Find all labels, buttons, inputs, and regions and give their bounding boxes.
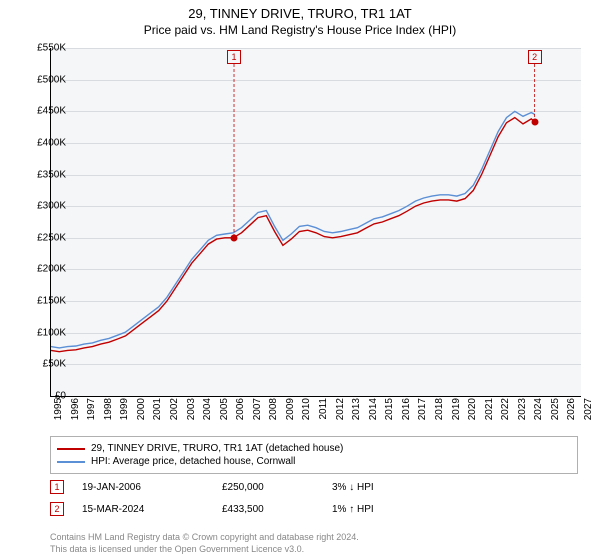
sale-row-2: 2 15-MAR-2024£433,5001% ↑ HPI [50,502,578,516]
x-axis-label: 2013 [351,398,362,428]
x-axis-label: 2026 [566,398,577,428]
series-hpi [51,111,535,348]
sale-marker-1: 1 [227,50,241,64]
x-axis-label: 2024 [533,398,544,428]
x-axis-label: 2015 [384,398,395,428]
x-axis-label: 1998 [103,398,114,428]
x-axis-label: 2027 [583,398,594,428]
x-axis-label: 2005 [219,398,230,428]
x-axis-label: 2012 [335,398,346,428]
legend-item: 29, TINNEY DRIVE, TRURO, TR1 1AT (detach… [57,443,571,454]
chart-container: 29, TINNEY DRIVE, TRURO, TR1 1AT Price p… [0,0,600,560]
x-axis-label: 2006 [235,398,246,428]
y-axis-label: £200K [26,264,66,275]
x-axis-label: 2000 [136,398,147,428]
x-axis-label: 1996 [70,398,81,428]
sale-price: £433,500 [222,504,332,515]
sale-price: £250,000 [222,482,332,493]
x-axis-label: 2007 [252,398,263,428]
x-axis-label: 2021 [484,398,495,428]
x-axis-label: 2025 [550,398,561,428]
y-axis-label: £350K [26,169,66,180]
x-axis-label: 2004 [202,398,213,428]
plot-area: 12 [50,48,581,397]
x-axis-label: 2020 [467,398,478,428]
series-property [51,118,535,352]
y-axis-label: £400K [26,137,66,148]
x-axis-label: 2002 [169,398,180,428]
legend-swatch [57,448,85,450]
x-axis-label: 2019 [451,398,462,428]
x-axis-label: 2011 [318,398,329,428]
x-axis-label: 2008 [268,398,279,428]
x-axis-label: 1999 [119,398,130,428]
x-axis-label: 2022 [500,398,511,428]
sale-marker-2: 2 [528,50,542,64]
footnote-line2: This data is licensed under the Open Gov… [50,544,578,556]
x-axis-label: 2001 [152,398,163,428]
x-axis-label: 2018 [434,398,445,428]
y-axis-label: £300K [26,201,66,212]
sale-date: 19-JAN-2006 [82,482,222,493]
x-axis-label: 1995 [53,398,64,428]
sale-row-marker: 1 [50,480,64,494]
chart-title: 29, TINNEY DRIVE, TRURO, TR1 1AT [0,0,600,21]
x-axis-label: 2016 [401,398,412,428]
y-axis-label: £100K [26,327,66,338]
chart-subtitle: Price paid vs. HM Land Registry's House … [0,21,600,37]
x-axis-label: 1997 [86,398,97,428]
footnote-line1: Contains HM Land Registry data © Crown c… [50,532,578,544]
y-axis-label: £150K [26,296,66,307]
x-axis-label: 2023 [517,398,528,428]
legend-label: 29, TINNEY DRIVE, TRURO, TR1 1AT (detach… [91,443,343,454]
sale-dot-2 [531,118,538,125]
x-axis-label: 2003 [186,398,197,428]
legend-item: HPI: Average price, detached house, Corn… [57,456,571,467]
sale-diff: 1% ↑ HPI [332,504,422,515]
legend: 29, TINNEY DRIVE, TRURO, TR1 1AT (detach… [50,436,578,474]
sale-date: 15-MAR-2024 [82,504,222,515]
y-axis-label: £50K [26,359,66,370]
y-axis-label: £250K [26,232,66,243]
x-axis-label: 2009 [285,398,296,428]
sale-row-1: 1 19-JAN-2006£250,0003% ↓ HPI [50,480,578,494]
legend-label: HPI: Average price, detached house, Corn… [91,456,295,467]
sale-diff: 3% ↓ HPI [332,482,422,493]
series-lines [51,48,581,396]
x-axis-label: 2014 [368,398,379,428]
x-axis-label: 2017 [417,398,428,428]
legend-swatch [57,461,85,463]
y-axis-label: £500K [26,74,66,85]
y-axis-label: £550K [26,43,66,54]
sale-row-marker: 2 [50,502,64,516]
y-axis-label: £450K [26,106,66,117]
sale-dot-1 [231,234,238,241]
x-axis-label: 2010 [301,398,312,428]
